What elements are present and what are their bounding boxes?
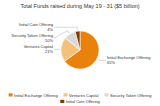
slice-label: Initial Coin Offering4% — [19, 22, 53, 32]
legend-swatch — [104, 93, 108, 96]
slice-label-value: 10% — [45, 38, 53, 43]
legend-label: Initial Coin Offering — [66, 99, 100, 104]
slice-label: Ventures Capital21% — [24, 44, 54, 54]
data-labels: Initial Exchange Offering65% Ventures Cap… — [12, 22, 151, 65]
slice-label: Initial Exchange Offering65% — [107, 55, 151, 65]
legend-item: Ventures Capital — [64, 93, 99, 98]
legend-item: Initial Exchange Offering — [9, 93, 58, 98]
legend-item: Security Token Offering — [104, 93, 151, 98]
slice-label-value: 4% — [47, 27, 53, 32]
slices — [61, 31, 99, 69]
legend-label: Security Token Offering — [110, 93, 151, 98]
leader-line — [54, 49, 60, 50]
title: Total Funds raised during May 19 - 31 ($… — [20, 3, 139, 9]
slice-label-value: 65% — [107, 60, 115, 65]
slice — [75, 31, 80, 50]
slice — [65, 32, 80, 50]
leader-line — [54, 31, 69, 39]
legend-swatch — [9, 93, 13, 96]
legend-label: Ventures Capital — [69, 93, 98, 98]
page: {"chart_data": {"type": "pie", "title": … — [0, 0, 160, 106]
chart: Total Funds raised during May 19 - 31 ($… — [0, 0, 160, 106]
legend: Initial Exchange Offering Ventures Capita… — [9, 93, 152, 105]
slice-label-value: 21% — [45, 49, 53, 54]
legend-swatch — [60, 100, 64, 103]
slice-label: Security Token Offering10% — [12, 33, 54, 43]
leader-line — [54, 27, 77, 30]
leader-line — [98, 59, 106, 60]
legend-item: Initial Coin Offering — [60, 99, 99, 104]
legend-swatch — [64, 93, 68, 96]
legend-label: Initial Exchange Offering — [14, 93, 58, 98]
